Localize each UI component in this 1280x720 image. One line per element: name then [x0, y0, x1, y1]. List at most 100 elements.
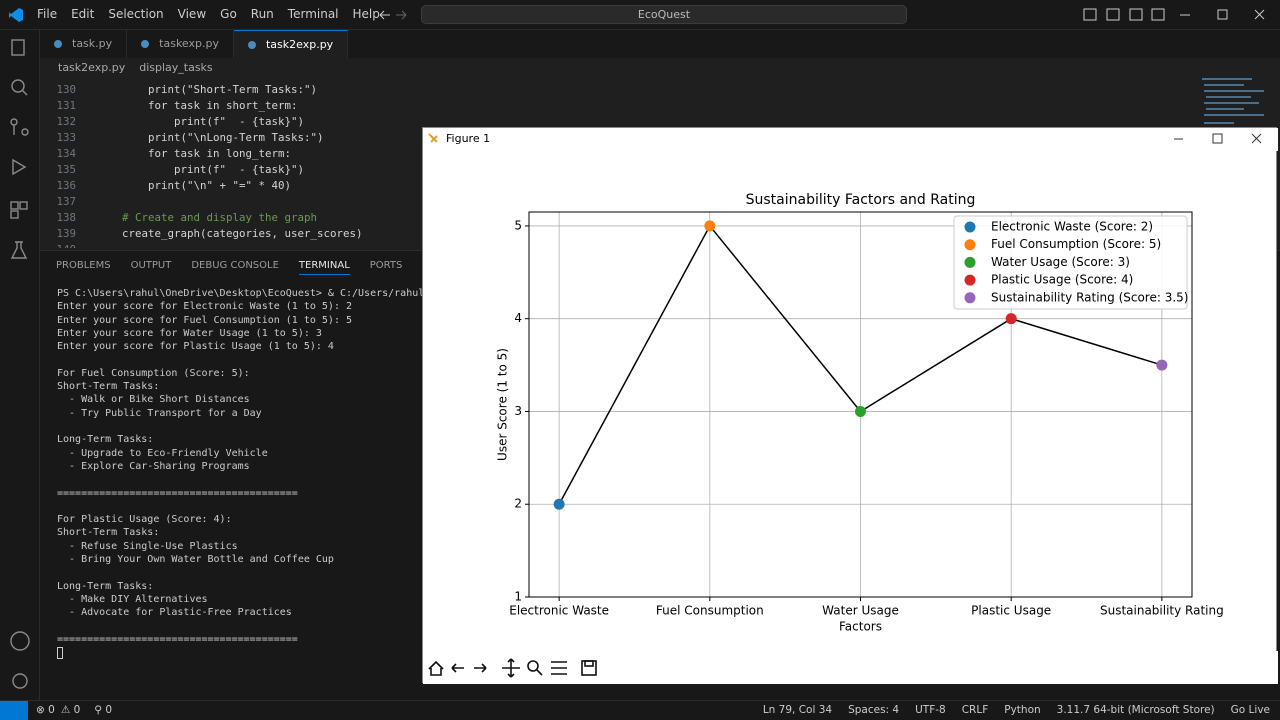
panel-tab[interactable]: OUTPUT: [130, 260, 172, 271]
plot: Sustainability Factors and Rating 1 2 3 4 5 El…: [496, 192, 1224, 634]
code-line: print("\n" + "=" * 40): [96, 179, 292, 192]
menu-item[interactable]: Terminal: [287, 7, 339, 21]
terminal-line: - Bring Your Own Water Bottle and Coffee…: [57, 554, 334, 565]
legend-label: Plastic Usage (Score: 4): [991, 273, 1133, 287]
code-editor[interactable]: 130 print("Short-Term Tasks:") 131 for ta…: [40, 76, 1200, 248]
status-item[interactable]: Python: [1004, 704, 1041, 716]
code-line: print("Short-Term Tasks:"): [96, 83, 318, 96]
editor-tab[interactable]: task2exp.py: [233, 30, 349, 58]
panel-tabs: PROBLEMS OUTPUT DEBUG CONSOLE TERMINAL PORTS: [56, 260, 402, 275]
legend-box: [953, 215, 1188, 310]
figure-titlebar: [423, 128, 1278, 151]
status-item[interactable]: Ln 79, Col 34: [762, 704, 833, 716]
menu-item[interactable]: View: [177, 7, 207, 21]
problems-status[interactable]: ⊗ 0 ⚠ 0 ⚲ 0: [36, 701, 112, 720]
figure-title: Figure 1: [446, 132, 490, 145]
data-point: [553, 498, 565, 510]
command-center[interactable]: EcoQuest: [421, 5, 907, 24]
figure-controls[interactable]: [1174, 133, 1262, 144]
code-line: for task in long_term:: [96, 147, 292, 160]
terminal-line: Long-Term Tasks:: [57, 434, 154, 446]
terminal-line: Long-Term Tasks:: [57, 580, 154, 592]
status-item[interactable]: 3.11.7 64-bit (Microsoft Store): [1056, 704, 1215, 716]
terminal-line: For Fuel Consumption (Score: 5):: [57, 367, 250, 379]
breadcrumb-item[interactable]: display_tasks: [139, 61, 213, 74]
line-number: 130: [56, 83, 76, 96]
figure-icon: [428, 133, 438, 143]
legend-label: Electronic Waste (Score: 2): [991, 220, 1153, 234]
line-number: 140: [40, 242, 76, 248]
terminal-line: Enter your score for Plastic Usage (1 to…: [57, 341, 334, 353]
code-line: print("\nLong-Term Tasks:"): [96, 131, 324, 144]
legend-label: Water Usage (Score: 3): [991, 255, 1130, 269]
terminal-line: Short-Term Tasks:: [57, 381, 160, 393]
chart-title: Sustainability Factors and Rating: [746, 192, 976, 208]
code-line: print(f" - {task}"): [96, 163, 305, 176]
minimap[interactable]: [1200, 76, 1270, 136]
data-point: [855, 405, 866, 417]
breadcrumb-item[interactable]: task2exp.py: [58, 61, 126, 74]
x-tick-label: Electronic Waste: [509, 604, 609, 618]
line-number: 138: [56, 211, 76, 224]
y-tick-label: 3: [514, 404, 522, 418]
error-count: ⊗ 0: [36, 704, 55, 716]
code-line: create_graph(categories, user_scores): [96, 227, 363, 240]
terminal-line: - Explore Car-Sharing Programs: [57, 460, 250, 472]
figure-canvas: Figure 1 Sustainability Factors and Rati…: [423, 128, 1278, 684]
editor-tabs: task.py taskexp.py task2exp.py: [40, 30, 1280, 58]
line-number: 136: [56, 179, 76, 192]
window-controls[interactable]: [1080, 6, 1270, 24]
y-tick-label: 5: [514, 218, 522, 232]
editor-tab[interactable]: task.py: [40, 30, 128, 58]
status-item[interactable]: UTF-8: [915, 704, 946, 716]
terminal-line: - Make DIY Alternatives: [57, 593, 208, 605]
panel-tab[interactable]: PROBLEMS: [56, 260, 111, 271]
terminal[interactable]: PS C:\Users\rahul\OneDrive\Desktop\EcoQu…: [40, 287, 1280, 687]
menu-item[interactable]: Run: [250, 7, 274, 21]
activity-icons[interactable]: [0, 30, 40, 700]
y-tick-label: 2: [514, 497, 522, 511]
terminal-line: Enter your score for Water Usage (1 to 5…: [57, 327, 322, 339]
terminal-line: - Upgrade to Eco-Friendly Vehicle: [57, 447, 268, 459]
menu-item[interactable]: File: [37, 7, 58, 21]
error-count-text: 0: [48, 704, 55, 716]
editor-tab[interactable]: taskexp.py: [127, 30, 234, 58]
nav-arrows[interactable]: [372, 7, 412, 23]
status-item[interactable]: Spaces: 4: [848, 704, 900, 716]
status-item[interactable]: CRLF: [961, 704, 989, 716]
data-point: [1005, 313, 1017, 325]
x-tick-label: Sustainability Rating: [1100, 604, 1224, 618]
panel-tab[interactable]: DEBUG CONSOLE: [191, 260, 279, 271]
menu-bar: File Edit Selection View Go Run Terminal Help: [30, 7, 387, 21]
legend-label: Sustainability Rating (Score: 3.5): [991, 290, 1188, 304]
terminal-line: ========================================: [57, 487, 298, 499]
axes-frame: [528, 211, 1193, 598]
menu-item[interactable]: Help: [352, 7, 380, 21]
panel-tab[interactable]: PORTS: [369, 260, 403, 271]
legend-marker: [964, 292, 976, 304]
status-item[interactable]: Go Live: [1230, 704, 1270, 716]
line-number: 132: [56, 115, 76, 128]
breadcrumb: task2exp.py display_tasks: [58, 61, 213, 74]
line-number: 137: [56, 195, 76, 208]
status-bar: ⊗ 0 ⚠ 0 ⚲ 0 Ln 79, Col 34 Spaces: 4 UTF-8 C…: [0, 700, 1280, 720]
terminal-line: Enter your score for Fuel Consumption (1…: [57, 314, 353, 326]
terminal-line: - Refuse Single-Use Plastics: [57, 540, 238, 552]
y-axis-label: User Score (1 to 5): [496, 348, 510, 461]
panel-tab[interactable]: TERMINAL: [298, 260, 350, 275]
ports-count-text: 0: [105, 704, 112, 716]
menu-item[interactable]: Selection: [108, 7, 164, 21]
x-axis-label: Factors: [839, 620, 882, 634]
line-number: 135: [56, 163, 76, 176]
legend-marker: [964, 239, 976, 251]
menu-item[interactable]: Go: [220, 7, 237, 21]
line-number: 134: [56, 147, 76, 160]
menu-item[interactable]: Edit: [71, 7, 95, 21]
figure-window: Figure 1 Sustainability Factors and Rati…: [422, 127, 1278, 684]
terminal-line: ========================================: [57, 633, 298, 645]
warning-count-text: 0: [73, 704, 81, 716]
remote-button[interactable]: [0, 701, 28, 720]
ports-count: ⚲ 0: [94, 704, 112, 716]
legend-label: Fuel Consumption (Score: 5): [991, 237, 1161, 251]
toolbar-icons[interactable]: [428, 658, 597, 678]
